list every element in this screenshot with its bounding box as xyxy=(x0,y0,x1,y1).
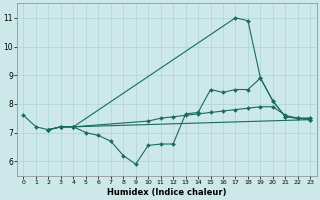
X-axis label: Humidex (Indice chaleur): Humidex (Indice chaleur) xyxy=(107,188,227,197)
